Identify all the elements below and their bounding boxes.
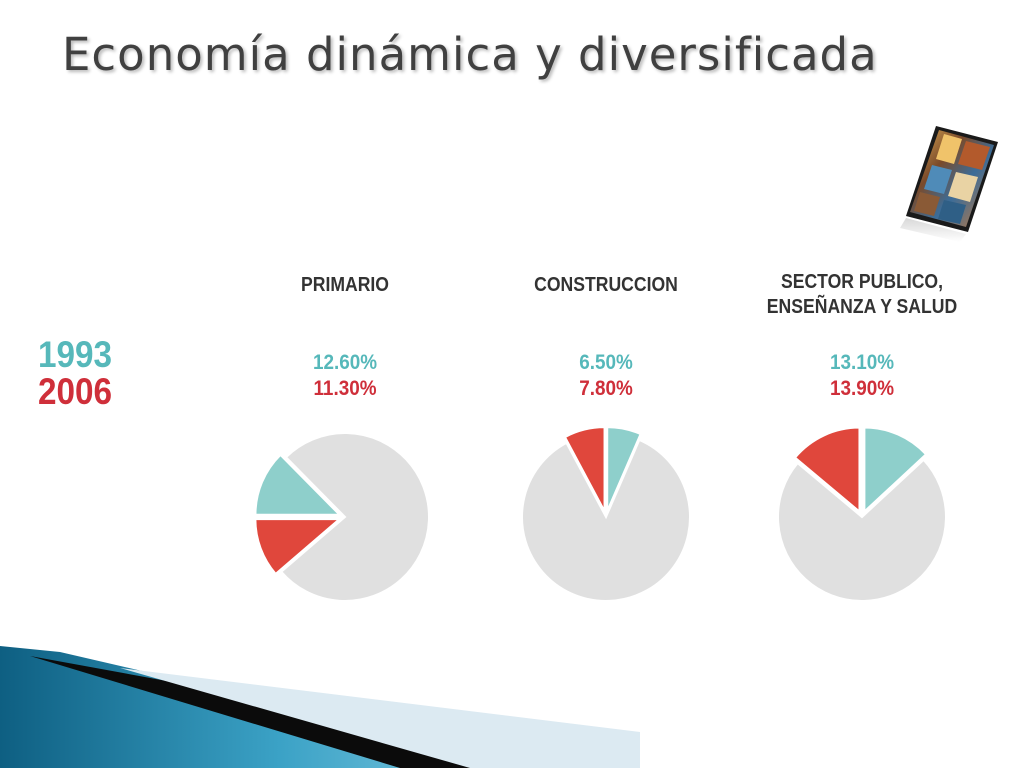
slide-title: Economía dinámica y diversificada [62, 28, 878, 81]
chart-title: CONSTRUCCION [509, 273, 703, 298]
value-1993: 13.10% [829, 351, 895, 374]
pie-slice-rest [777, 458, 947, 602]
value-2006: 13.90% [829, 377, 895, 400]
pie-chart-construccion: CONSTRUCCION 6.50% 7.80% [496, 270, 716, 610]
pie-slice-1993 [254, 453, 342, 516]
pie-construccion [521, 426, 691, 602]
photo-collage-image [900, 126, 998, 242]
pie-slice-2006 [563, 426, 606, 512]
chart-title-text: PRIMARIO [301, 274, 389, 296]
chart-title-line-2: ENSEÑANZA Y SALUD [766, 296, 958, 318]
value-2006: 11.30% [313, 377, 377, 400]
chart-title-line-1: SECTOR PUBLICO, [780, 271, 944, 293]
value-2006: 7.80% [579, 377, 633, 400]
chart-title-text: CONSTRUCCION [534, 274, 678, 296]
pie-chart-sector-publico: SECTOR PUBLICO, ENSEÑANZA Y SALUD 13.10%… [752, 270, 972, 610]
pie-slice-2006 [793, 426, 861, 514]
value-1993: 12.60% [312, 351, 378, 374]
chart-title: PRIMARIO [248, 273, 442, 298]
footer-swoosh-decoration [0, 646, 640, 768]
pie-slice-rest [279, 432, 431, 602]
legend-year-2006: 2006 [38, 371, 113, 412]
legend-year-1993: 1993 [38, 334, 113, 375]
pie-slice-1993 [863, 426, 928, 514]
pie-slice-1993 [606, 426, 642, 512]
pie-chart-primario: PRIMARIO 12.60% 11.30% [235, 270, 455, 610]
chart-title: SECTOR PUBLICO, ENSEÑANZA Y SALUD [765, 270, 959, 320]
pie-slice-2006 [254, 518, 343, 576]
pie-sector-publico [777, 426, 947, 602]
legend: 1993 2006 [38, 336, 112, 410]
pie-primario [254, 432, 431, 602]
value-1993: 6.50% [579, 351, 633, 374]
pie-slice-rest [521, 438, 691, 602]
